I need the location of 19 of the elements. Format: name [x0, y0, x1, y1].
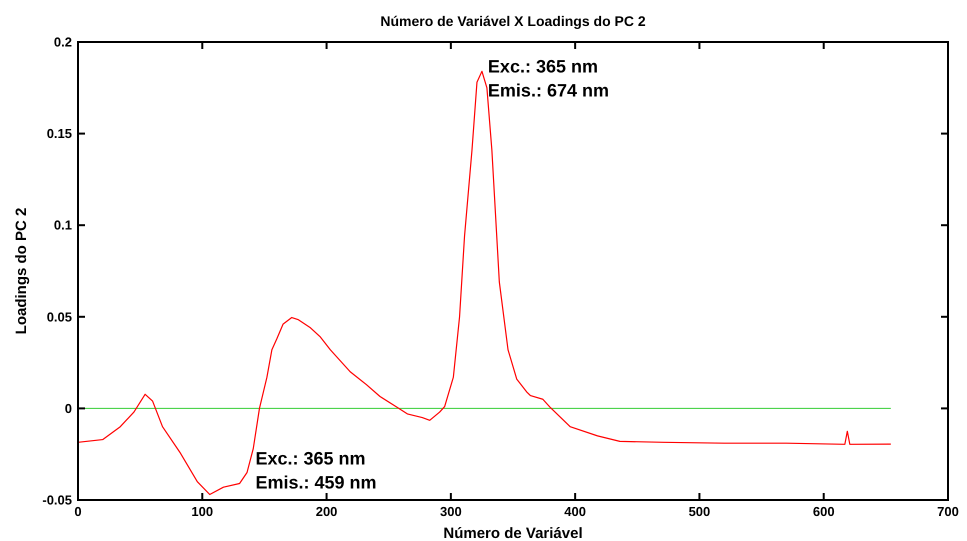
x-axis-title: Número de Variável	[443, 525, 583, 541]
annotation: Exc.: 365 nm Emis.: 674 nm	[488, 56, 609, 100]
y-tick-label: 0.1	[54, 218, 72, 233]
x-tick-label: 700	[937, 504, 959, 519]
y-tick-label: 0	[64, 400, 72, 416]
x-tick-label: 200	[316, 504, 338, 519]
annotation: Exc.: 365 nm Emis.: 459 nm	[256, 448, 377, 492]
y-tick-label: 0.15	[46, 126, 72, 142]
x-tick-label: 100	[191, 504, 214, 519]
x-tick-label: 300	[440, 504, 462, 519]
y-tick-label: 0.2	[54, 34, 72, 50]
x-tick-label: 400	[564, 504, 586, 519]
chart-title: Número de Variável X Loadings do PC 2	[380, 13, 646, 29]
x-tick-label: 0	[74, 504, 82, 519]
x-tick-label: 600	[812, 504, 835, 519]
y-tick-label: -0.05	[42, 492, 72, 508]
x-tick-label: 500	[688, 504, 710, 519]
y-axis-title: Loadings do PC 2	[13, 208, 30, 334]
y-tick-label: 0.05	[46, 309, 72, 324]
